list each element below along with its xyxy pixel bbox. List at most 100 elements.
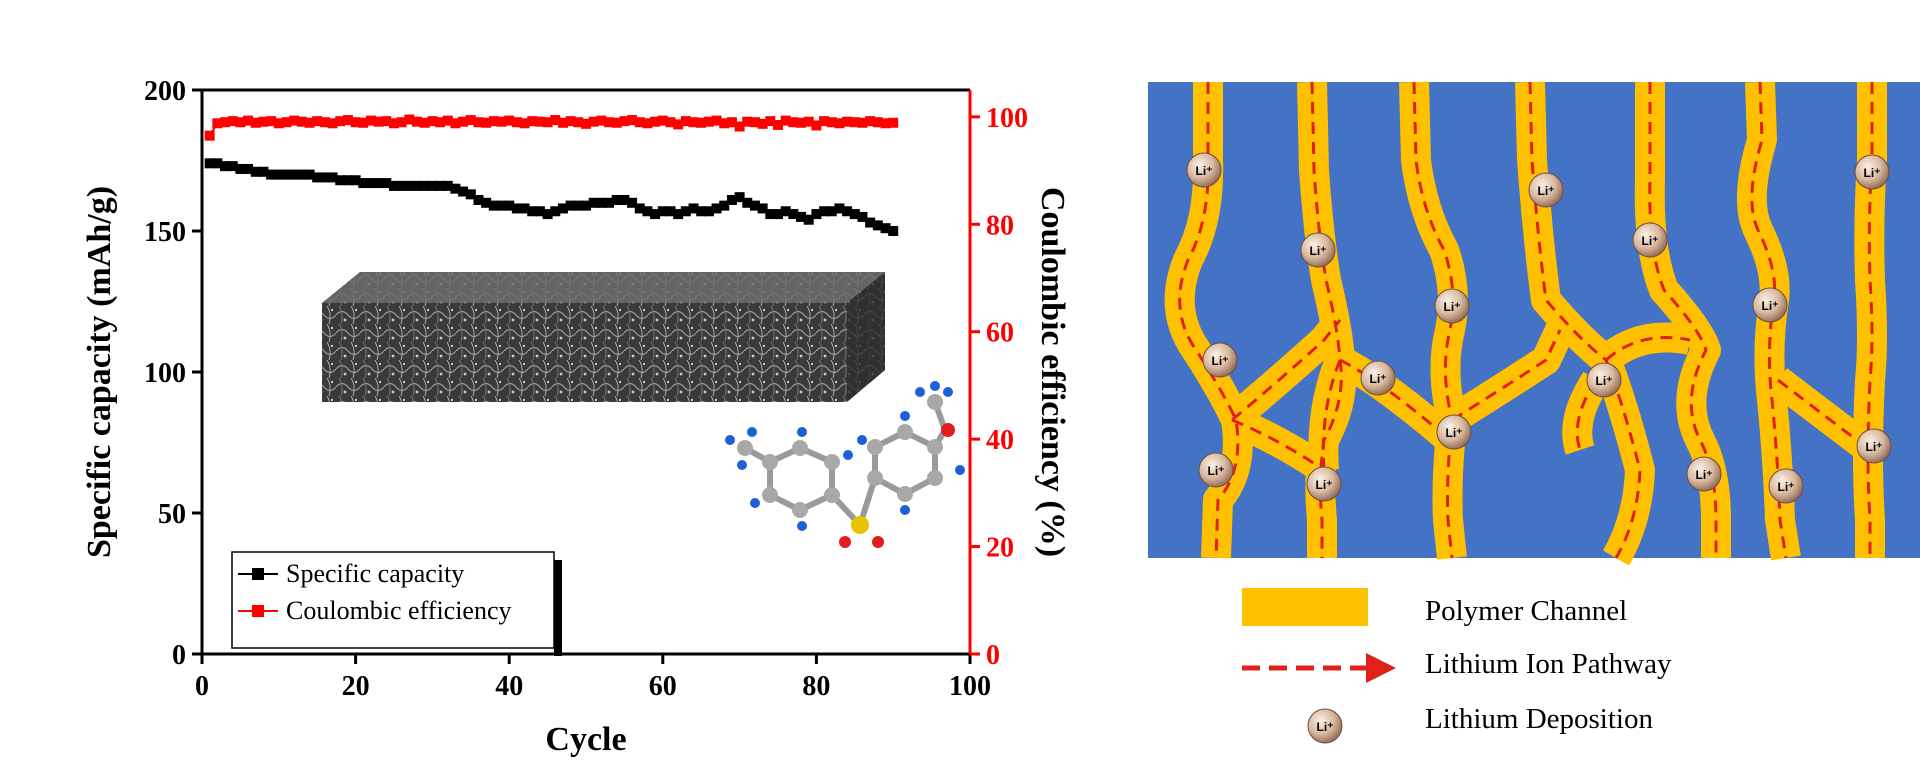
data-point [381,116,392,127]
lithium-ion-label: Li⁺ [1642,234,1659,248]
data-point [266,116,277,127]
data-point [250,117,261,128]
data-point [565,200,576,211]
data-point [657,115,668,126]
lithium-ion: Li⁺ [1752,287,1788,323]
data-point [243,163,254,174]
data-point [703,206,714,217]
lithium-ion: Li⁺ [1856,428,1892,464]
data-point [857,211,868,222]
x-tick-label: 40 [495,671,523,702]
x-tick-label: 20 [342,671,370,702]
lithium-ion-label: Li⁺ [1864,166,1881,180]
data-point [296,169,307,180]
y-tick-label: 50 [158,499,186,530]
lithium-pathway [1178,82,1240,559]
data-point [227,161,238,172]
data-point [396,117,407,128]
data-point [665,206,676,217]
lithium-pathway [1451,329,1562,422]
data-point [711,115,722,126]
data-point [373,178,384,189]
data-point [581,118,591,129]
data-point [534,116,545,127]
data-point [849,117,860,128]
data-point [273,118,284,129]
data-point [220,117,231,128]
lithium-ion: Li⁺ [1202,342,1238,378]
data-point [358,178,369,189]
data-point [312,116,323,127]
data-point [688,117,699,128]
data-point [342,175,353,186]
data-point [389,118,399,129]
lithium-pathway [1231,418,1325,472]
data-point [442,180,453,191]
data-point [872,220,883,231]
y2-tick-label: 60 [986,318,1014,349]
x-tick-label: 80 [802,671,830,702]
data-point [726,194,737,205]
lithium-ion-label: Li⁺ [1596,374,1613,388]
data-point [650,209,661,220]
data-point [619,194,630,205]
data-point [788,209,799,220]
data-point [488,116,499,127]
data-point [773,119,783,130]
data-point [834,203,845,214]
data-point [796,117,807,128]
data-point [273,169,284,180]
lithium-pathway [1321,359,1342,471]
data-point [565,116,576,127]
data-point [496,200,507,211]
data-point [458,186,469,197]
y2-tick-label: 20 [986,533,1014,564]
y-tick-label: 0 [172,640,186,671]
data-point [803,116,814,127]
data-point [819,206,830,217]
data-point [811,120,822,131]
data-point [212,118,223,129]
data-point [796,211,807,222]
data-point [550,115,561,126]
data-point [465,189,476,200]
data-point [212,158,223,169]
data-point [749,117,760,128]
data-point [742,116,753,127]
data-point [427,116,438,127]
lithium-ion: Li⁺ [1768,468,1804,504]
data-point [373,116,384,127]
data-point [458,116,469,127]
lithium-ion-label: Li⁺ [1866,440,1883,454]
lithium-ion-label: Li⁺ [1538,184,1555,198]
data-point [880,223,891,234]
lithium-ion-label: Li⁺ [1370,372,1387,386]
data-point [865,217,876,228]
data-point [481,117,492,128]
y-tick-label: 200 [144,76,186,107]
x-tick-label: 0 [195,671,209,702]
data-point [826,206,837,217]
data-point [611,117,622,128]
data-point [296,116,307,127]
data-point [335,175,346,186]
lithium-pathway [1231,319,1342,422]
data-series [204,114,899,236]
data-point [289,169,300,180]
legend-item-efficiency: Coulombic efficiency [238,596,512,625]
x-axis-title: Cycle [545,721,626,758]
data-point [749,200,760,211]
data-point [542,117,553,128]
data-point [327,172,338,183]
data-point [557,117,568,128]
data-point [473,194,484,205]
data-point [819,116,830,127]
data-point [319,117,330,128]
data-point [412,180,423,191]
data-point [611,194,622,205]
data-point [734,192,745,203]
data-point [642,118,653,129]
data-point [719,118,730,129]
lithium-ion: Li⁺ [1528,172,1564,208]
